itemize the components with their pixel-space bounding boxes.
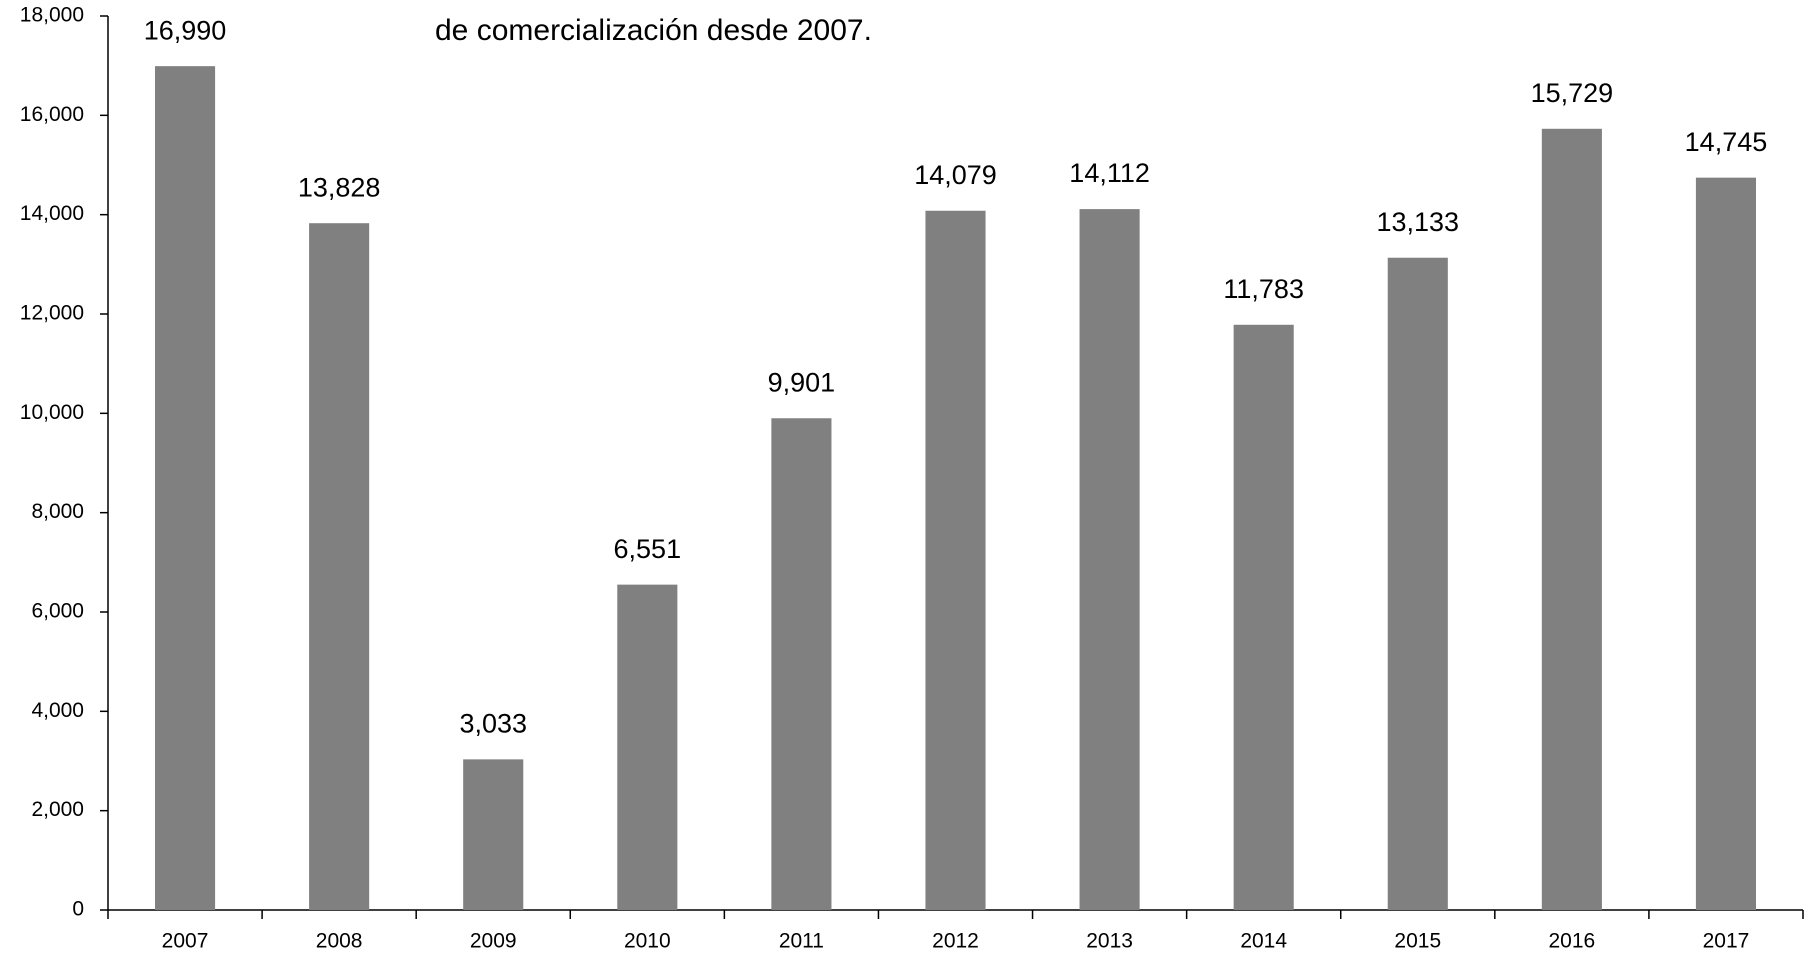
y-tick-label: 16,000 (20, 103, 84, 126)
bar (463, 759, 524, 910)
value-label: 14,112 (1069, 158, 1150, 188)
bar (1541, 128, 1602, 911)
value-label: 14,079 (914, 160, 997, 190)
x-tick-label: 2015 (1394, 930, 1441, 953)
y-tick-label: 6,000 (31, 600, 84, 623)
chart-title: de comercialización desde 2007. (435, 14, 872, 47)
y-tick-label: 8,000 (31, 500, 84, 523)
value-label: 15,729 (1531, 78, 1614, 108)
bar (771, 418, 832, 910)
bar (1233, 324, 1294, 910)
value-label: 13,133 (1376, 207, 1459, 237)
x-tick-label: 2016 (1549, 930, 1596, 953)
bar (1695, 177, 1757, 911)
bar (154, 66, 216, 910)
y-tick-label: 0 (72, 898, 84, 921)
x-tick-label: 2008 (316, 930, 363, 953)
y-tick-label: 14,000 (20, 202, 84, 225)
x-tick-label: 2007 (162, 930, 209, 953)
y-tick-label: 18,000 (20, 4, 84, 27)
value-label: 9,901 (768, 367, 836, 397)
x-tick-label: 2017 (1703, 930, 1750, 953)
value-label: 3,033 (459, 708, 527, 738)
bar (925, 210, 986, 911)
y-tick-label: 2,000 (31, 798, 84, 821)
bar (1387, 257, 1448, 910)
bar (1079, 209, 1140, 910)
value-label: 14,745 (1685, 127, 1768, 157)
y-tick-label: 12,000 (20, 302, 84, 325)
value-label: 6,551 (614, 534, 682, 564)
value-label: 13,828 (298, 172, 381, 202)
y-tick-label: 10,000 (20, 401, 84, 424)
bar (309, 223, 370, 910)
x-tick-label: 2011 (779, 930, 824, 953)
x-tick-label: 2013 (1086, 930, 1133, 953)
value-label: 11,783 (1223, 274, 1304, 304)
x-tick-label: 2014 (1240, 930, 1287, 953)
y-tick-label: 4,000 (31, 699, 84, 722)
x-tick-label: 2010 (624, 930, 671, 953)
bar (617, 584, 678, 910)
x-tick-label: 2009 (470, 930, 517, 953)
x-tick-label: 2012 (932, 930, 979, 953)
value-label: 16,990 (144, 15, 227, 45)
